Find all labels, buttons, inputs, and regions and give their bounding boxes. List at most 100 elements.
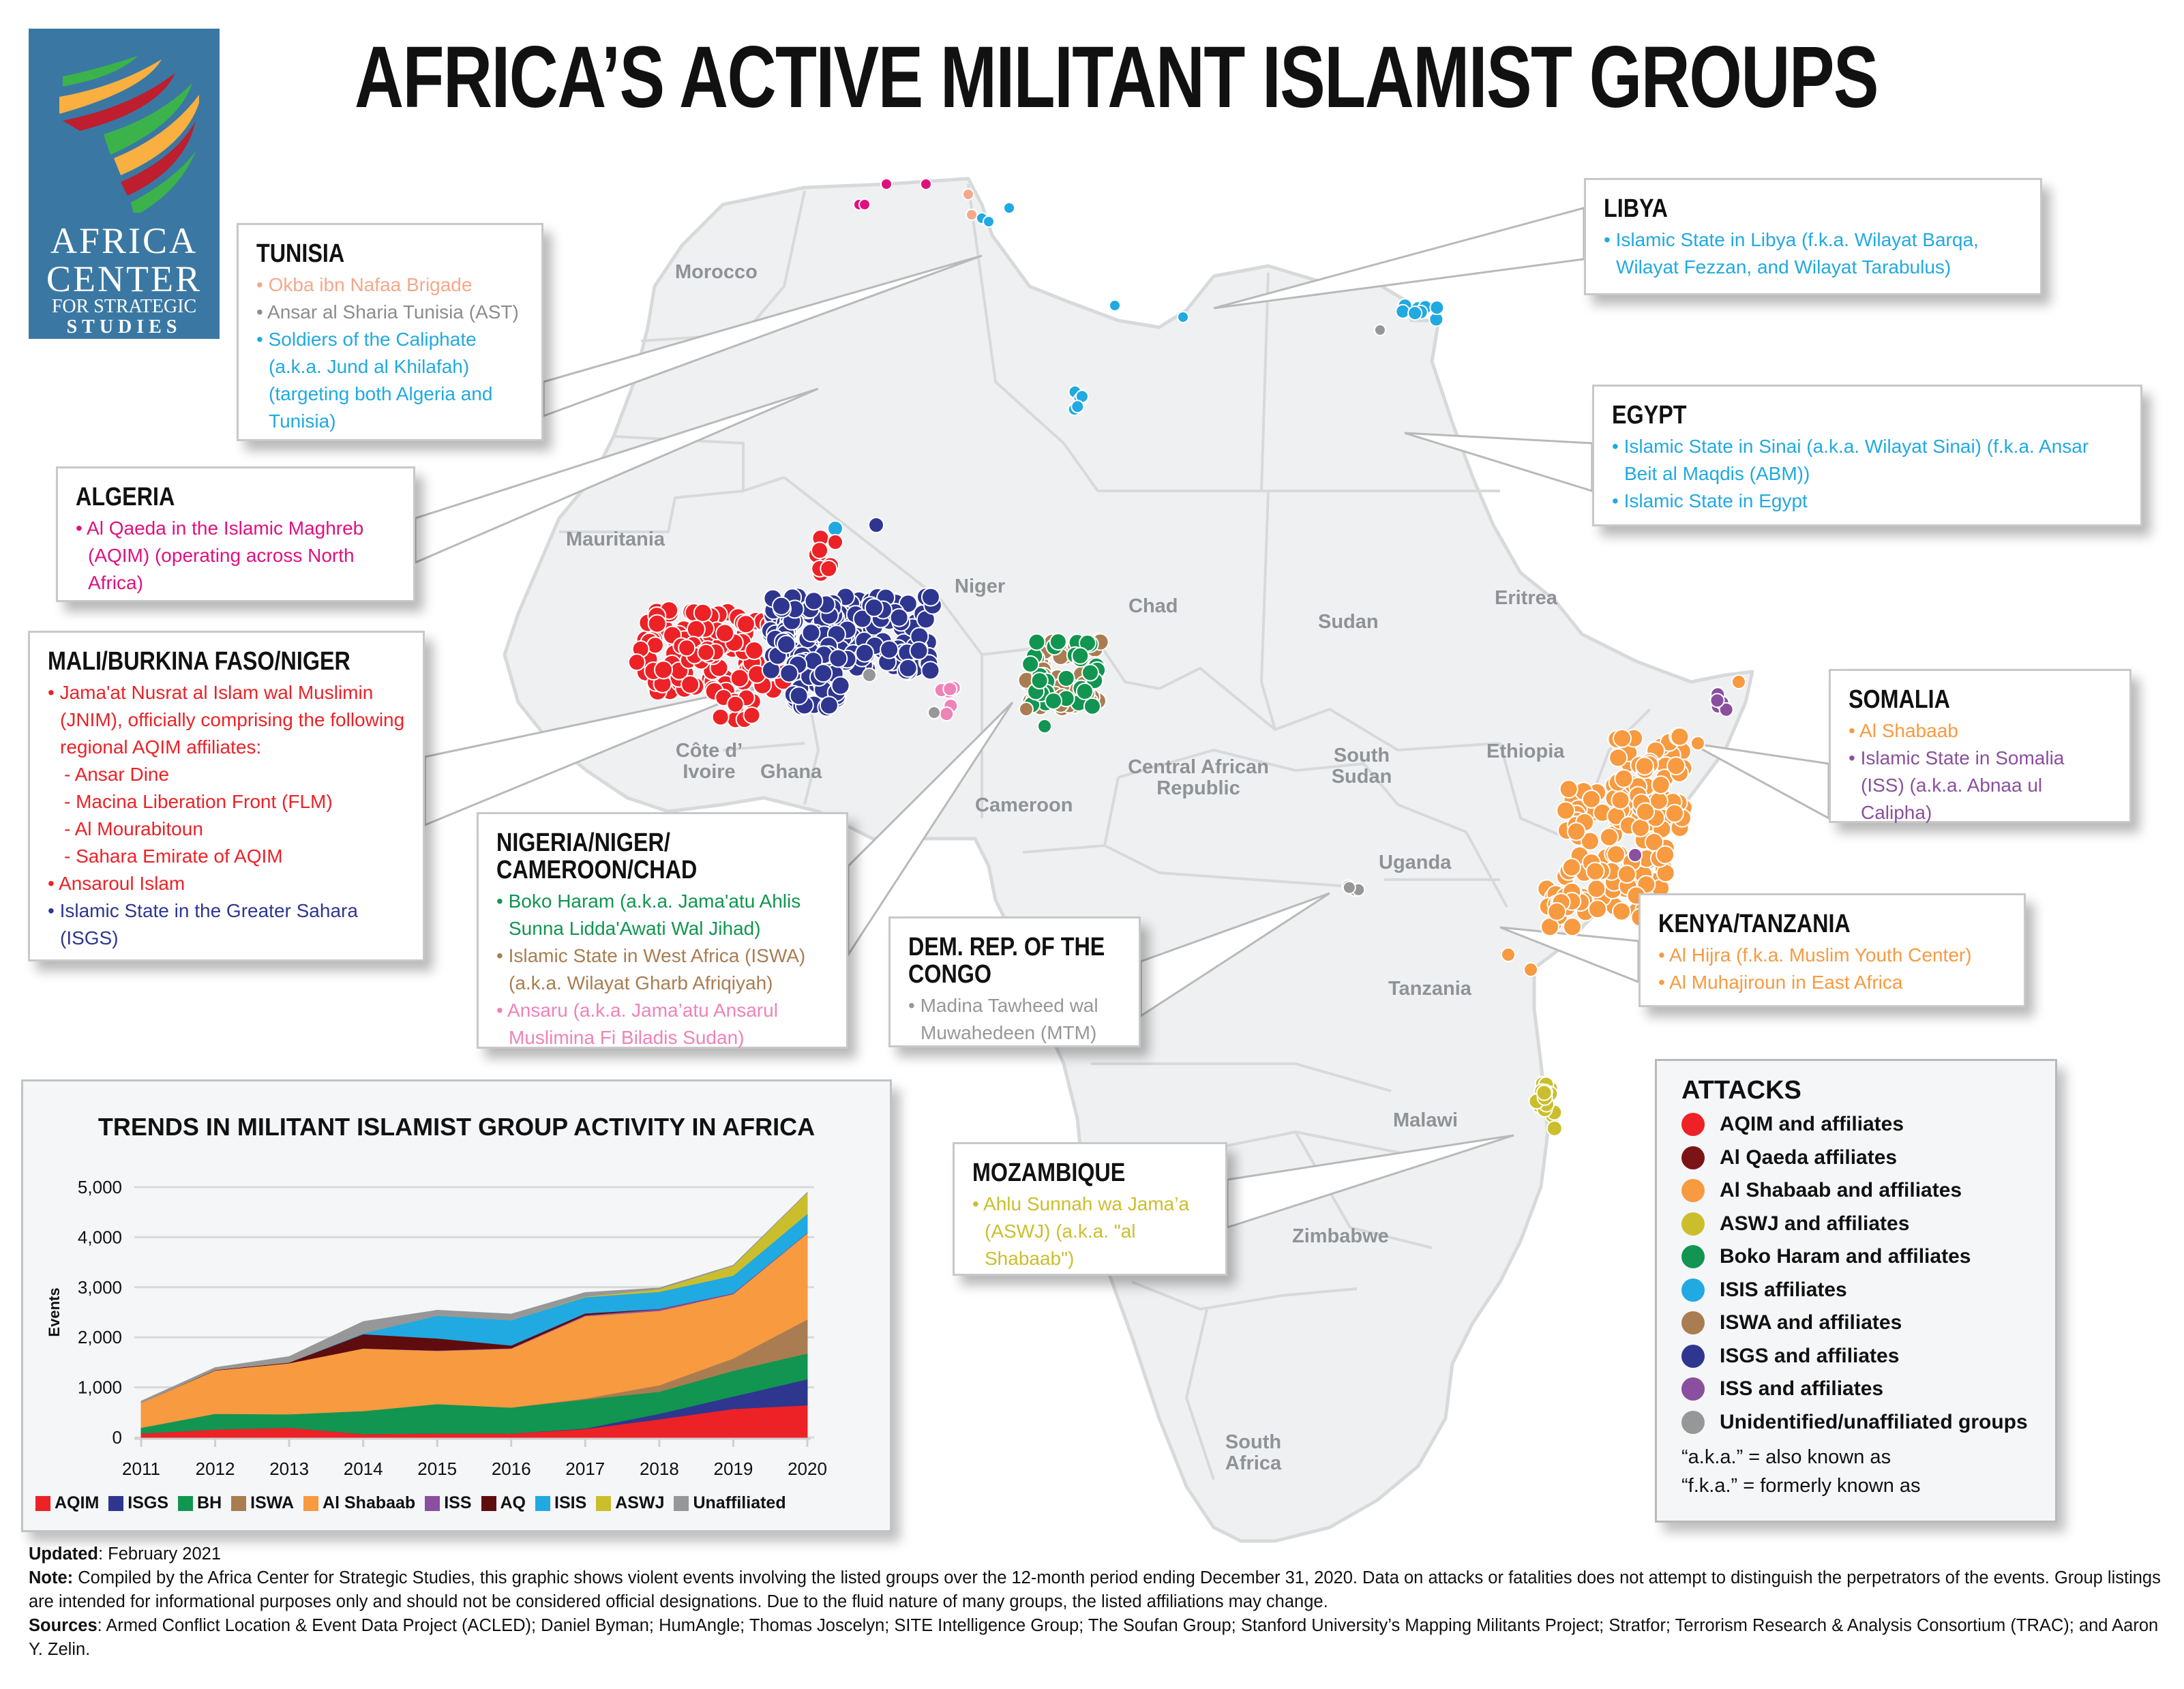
- area-series-unaffiliated: [140, 1192, 808, 1403]
- attack-dot: [771, 596, 791, 616]
- group-item: Boko Haram (a.k.a. Jama'atu Ahlis Sunna …: [496, 888, 828, 942]
- attack-dot: [858, 198, 871, 211]
- group-item: Al Qaeda in the Islamic Maghreb (AQIM) (…: [76, 515, 395, 597]
- legend-swatch-icon: [178, 1495, 194, 1511]
- sources-label: Sources: [29, 1616, 98, 1635]
- legend-swatch-icon: [108, 1495, 124, 1511]
- group-list: Al Hijra (f.k.a. Muslim Youth Center)Al …: [1658, 942, 2006, 996]
- callout-title: SOMALIA: [1849, 685, 1950, 714]
- pointer-libya: [1213, 207, 1585, 310]
- attack-dot: [789, 686, 809, 706]
- attack-dot: [1651, 775, 1671, 795]
- group-list: Islamic State in Libya (f.k.a. Wilayat B…: [1604, 226, 2022, 281]
- attack-dot: [927, 706, 941, 719]
- legend-item: ISWA and affiliates: [1681, 1306, 2031, 1340]
- attack-dot: [1049, 633, 1067, 651]
- attack-dot: [1585, 861, 1605, 881]
- attack-dot: [1566, 822, 1586, 841]
- attack-dot: [1374, 324, 1386, 336]
- attack-dot: [813, 663, 833, 683]
- callout-title: KENYA/TANZANIA: [1658, 910, 1851, 938]
- attack-dot: [1003, 202, 1015, 214]
- note-line: Note: Compiled by the Africa Center for …: [29, 1566, 2163, 1614]
- group-item: Islamic State in Sinai (a.k.a. Wilayat S…: [1612, 433, 2123, 488]
- attacks-legend: ATTACKS AQIM and affiliates Al Qaeda affi…: [1655, 1059, 2057, 1523]
- pointer-mozambique: [1226, 1134, 1514, 1229]
- attack-dot: [1587, 899, 1607, 919]
- attack-dot: [1664, 803, 1684, 823]
- x-tick-label: 2013: [269, 1459, 309, 1479]
- country-label-ghana: Ghana: [760, 761, 822, 783]
- group-item: Islamic State in Egypt: [1612, 488, 2123, 515]
- attack-dot: [827, 520, 843, 537]
- country-label-chad: Chad: [1128, 595, 1178, 617]
- attack-dot: [1045, 692, 1063, 711]
- attack-dot: [909, 641, 929, 661]
- country-label-morocco: Morocco: [675, 261, 758, 283]
- sources-line: Sources: Armed Conflict Location & Event…: [29, 1614, 2163, 1662]
- legend-dot-icon: [1681, 1212, 1705, 1236]
- group-item: Islamic State in Somalia (ISS) (a.k.a. A…: [1849, 745, 2112, 826]
- x-tick-label: 2019: [714, 1459, 753, 1479]
- attack-dot: [804, 591, 824, 611]
- attack-dot: [1109, 299, 1121, 312]
- attack-dot: [1028, 633, 1046, 651]
- attack-dot: [801, 623, 821, 643]
- attack-dot: [1718, 702, 1734, 717]
- attack-dot: [966, 209, 978, 221]
- attack-dot: [646, 636, 664, 655]
- group-list: Boko Haram (a.k.a. Jama'atu Ahlis Sunna …: [496, 888, 828, 1051]
- country-label-zimbabwe: Zimbabwe: [1292, 1225, 1389, 1247]
- attack-dot: [920, 178, 932, 190]
- chart-legend-label: ASWJ: [615, 1493, 665, 1512]
- y-tick-label: 0: [113, 1427, 122, 1448]
- attack-dot: [1587, 879, 1606, 899]
- attack-dot: [693, 603, 713, 623]
- callout-title: MOZAMBIQUE: [972, 1159, 1126, 1187]
- chart-legend-label: BH: [197, 1493, 222, 1512]
- callout-title: TUNISIA: [256, 239, 345, 268]
- country-label-south-sudan: South Sudan: [1331, 745, 1392, 788]
- logo-line-1: AFRICA: [50, 220, 198, 261]
- attack-dot: [939, 706, 955, 721]
- callout-drc: DEM. REP. OF THE CONGO Madina Tawheed wa…: [888, 916, 1141, 1047]
- attack-dot: [898, 658, 918, 678]
- attack-dot: [1019, 702, 1034, 717]
- attack-dot: [942, 681, 958, 697]
- chart-title: TRENDS IN MILITANT ISLAMIST GROUP ACTIVI…: [98, 1113, 816, 1141]
- attack-dot: [1606, 845, 1626, 865]
- legend-label: Unidentified/unaffiliated groups: [1720, 1410, 2028, 1433]
- group-item: Jama'at Nusrat al Islam wal Muslimin (JN…: [48, 679, 405, 761]
- attack-dot: [1559, 779, 1579, 799]
- legend-swatch-icon: [35, 1495, 50, 1511]
- chart-legend-label: ISWA: [250, 1493, 295, 1512]
- legend-note-aka: “a.k.a.” = also known as: [1681, 1446, 1891, 1468]
- attack-dot: [1670, 727, 1690, 747]
- legend-label: Boko Haram and affiliates: [1720, 1245, 1971, 1268]
- callout-mozambique: MOZAMBIQUE Ahlu Sunnah wa Jama’a (ASWJ) …: [953, 1142, 1227, 1276]
- legend-swatch-icon: [674, 1495, 689, 1511]
- attack-dot: [1628, 848, 1643, 863]
- country-label-tanzania: Tanzania: [1388, 978, 1471, 1000]
- country-label-malawi: Malawi: [1393, 1109, 1459, 1131]
- attack-dot: [1617, 865, 1636, 884]
- legend-dot-icon: [1681, 1311, 1705, 1335]
- attack-dot: [880, 178, 893, 190]
- attack-dot: [1037, 719, 1052, 734]
- pointer-tunisia: [542, 254, 983, 418]
- country-label-cameroon: Cameroon: [975, 794, 1073, 816]
- callout-title: EGYPT: [1612, 401, 1687, 430]
- attack-dot: [1612, 901, 1632, 921]
- group-item: Al Mourabitoun: [48, 816, 405, 843]
- attack-dot: [1501, 947, 1516, 962]
- group-list: Al Qaeda in the Islamic Maghreb (AQIM) (…: [76, 515, 395, 597]
- callout-kenya-tanzania: KENYA/TANZANIA Al Hijra (f.k.a. Muslim Y…: [1639, 893, 2026, 1007]
- group-item: Islamic State in the Greater Sahara (ISG…: [48, 897, 405, 952]
- legend-dot-icon: [1681, 1278, 1705, 1302]
- legend-dot-icon: [1681, 1377, 1705, 1401]
- y-tick-label: 3,000: [78, 1277, 122, 1298]
- attack-dot: [627, 653, 646, 672]
- attack-dot: [1081, 663, 1099, 682]
- legend-dot-icon: [1681, 1179, 1705, 1203]
